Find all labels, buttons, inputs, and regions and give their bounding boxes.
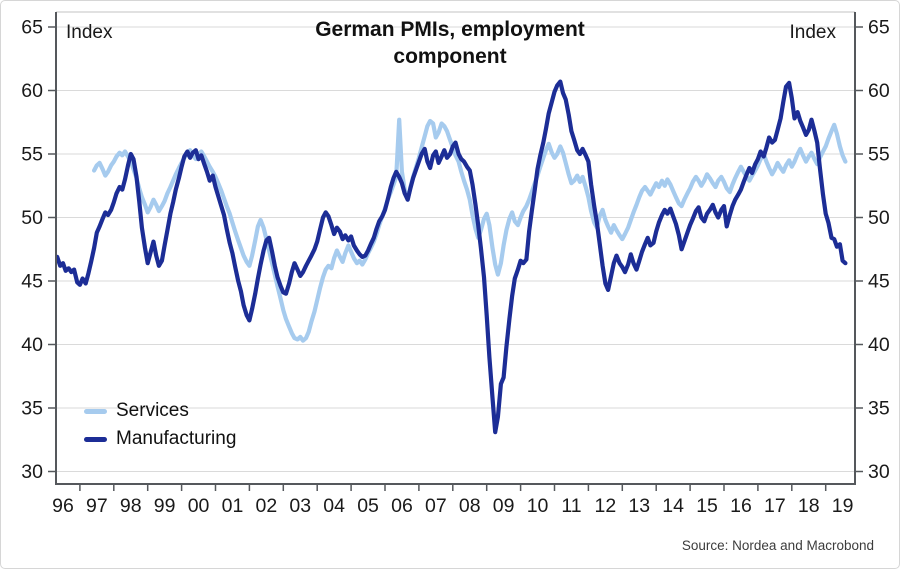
x-tick-label-04: 04 — [323, 495, 345, 517]
y-tick-label-right-45: 45 — [868, 271, 890, 293]
y-tick-label-right-35: 35 — [868, 398, 890, 420]
y-tick-label-right-30: 30 — [868, 461, 890, 483]
legend-item-services: Services — [84, 400, 189, 422]
x-tick-label-11: 11 — [561, 495, 581, 517]
x-tick-label-01: 01 — [222, 495, 244, 517]
x-tick-label-99: 99 — [154, 495, 176, 517]
x-tick-label-18: 18 — [798, 495, 820, 517]
x-tick-label-02: 02 — [255, 495, 277, 517]
x-tick-label-16: 16 — [730, 495, 752, 517]
source-note: Source: Nordea and Macrobond — [681, 538, 874, 553]
y-tick-label-left-35: 35 — [21, 398, 43, 420]
x-tick-label-10: 10 — [527, 495, 549, 517]
services-line-swatch — [84, 408, 107, 414]
x-tick-label-96: 96 — [52, 495, 74, 517]
x-tick-label-98: 98 — [120, 495, 142, 517]
y-tick-label-right-60: 60 — [868, 80, 890, 102]
y-tick-label-left-30: 30 — [21, 461, 43, 483]
y-tick-label-left-65: 65 — [21, 17, 43, 39]
manufacturing-line-swatch — [84, 436, 107, 442]
y-tick-label-right-65: 65 — [868, 17, 890, 39]
legend-label-services: Services — [116, 400, 189, 421]
x-tick-label-06: 06 — [391, 495, 413, 517]
legend-label-manufacturing: Manufacturing — [116, 428, 237, 449]
y-tick-label-left-60: 60 — [21, 80, 43, 102]
x-tick-label-97: 97 — [86, 495, 108, 517]
x-tick-label-13: 13 — [628, 495, 650, 517]
x-tick-label-00: 00 — [188, 495, 210, 517]
legend-item-manufacturing: Manufacturing — [84, 428, 236, 450]
x-tick-label-05: 05 — [357, 495, 379, 517]
x-tick-label-17: 17 — [764, 495, 786, 517]
y-axis-unit-label-left: Index — [66, 22, 113, 43]
x-tick-label-09: 09 — [493, 495, 515, 517]
x-tick-label-08: 08 — [459, 495, 481, 517]
y-tick-label-right-40: 40 — [868, 334, 890, 356]
x-tick-label-15: 15 — [696, 495, 718, 517]
y-tick-label-left-45: 45 — [21, 271, 43, 293]
y-tick-label-left-40: 40 — [21, 334, 43, 356]
x-tick-label-12: 12 — [594, 495, 616, 517]
x-tick-label-03: 03 — [289, 495, 311, 517]
x-tick-label-14: 14 — [662, 495, 684, 517]
chart-title: German PMIs, employment component — [315, 18, 585, 69]
x-tick-label-07: 07 — [425, 495, 447, 517]
x-tick-label-19: 19 — [832, 495, 854, 517]
manufacturing-line — [55, 79, 848, 435]
y-tick-label-left-55: 55 — [21, 144, 43, 166]
y-tick-label-right-50: 50 — [868, 207, 890, 229]
services-line — [91, 117, 848, 343]
y-tick-label-right-55: 55 — [868, 144, 890, 166]
y-tick-label-left-50: 50 — [21, 207, 43, 229]
y-axis-unit-label-right: Index — [789, 22, 836, 43]
